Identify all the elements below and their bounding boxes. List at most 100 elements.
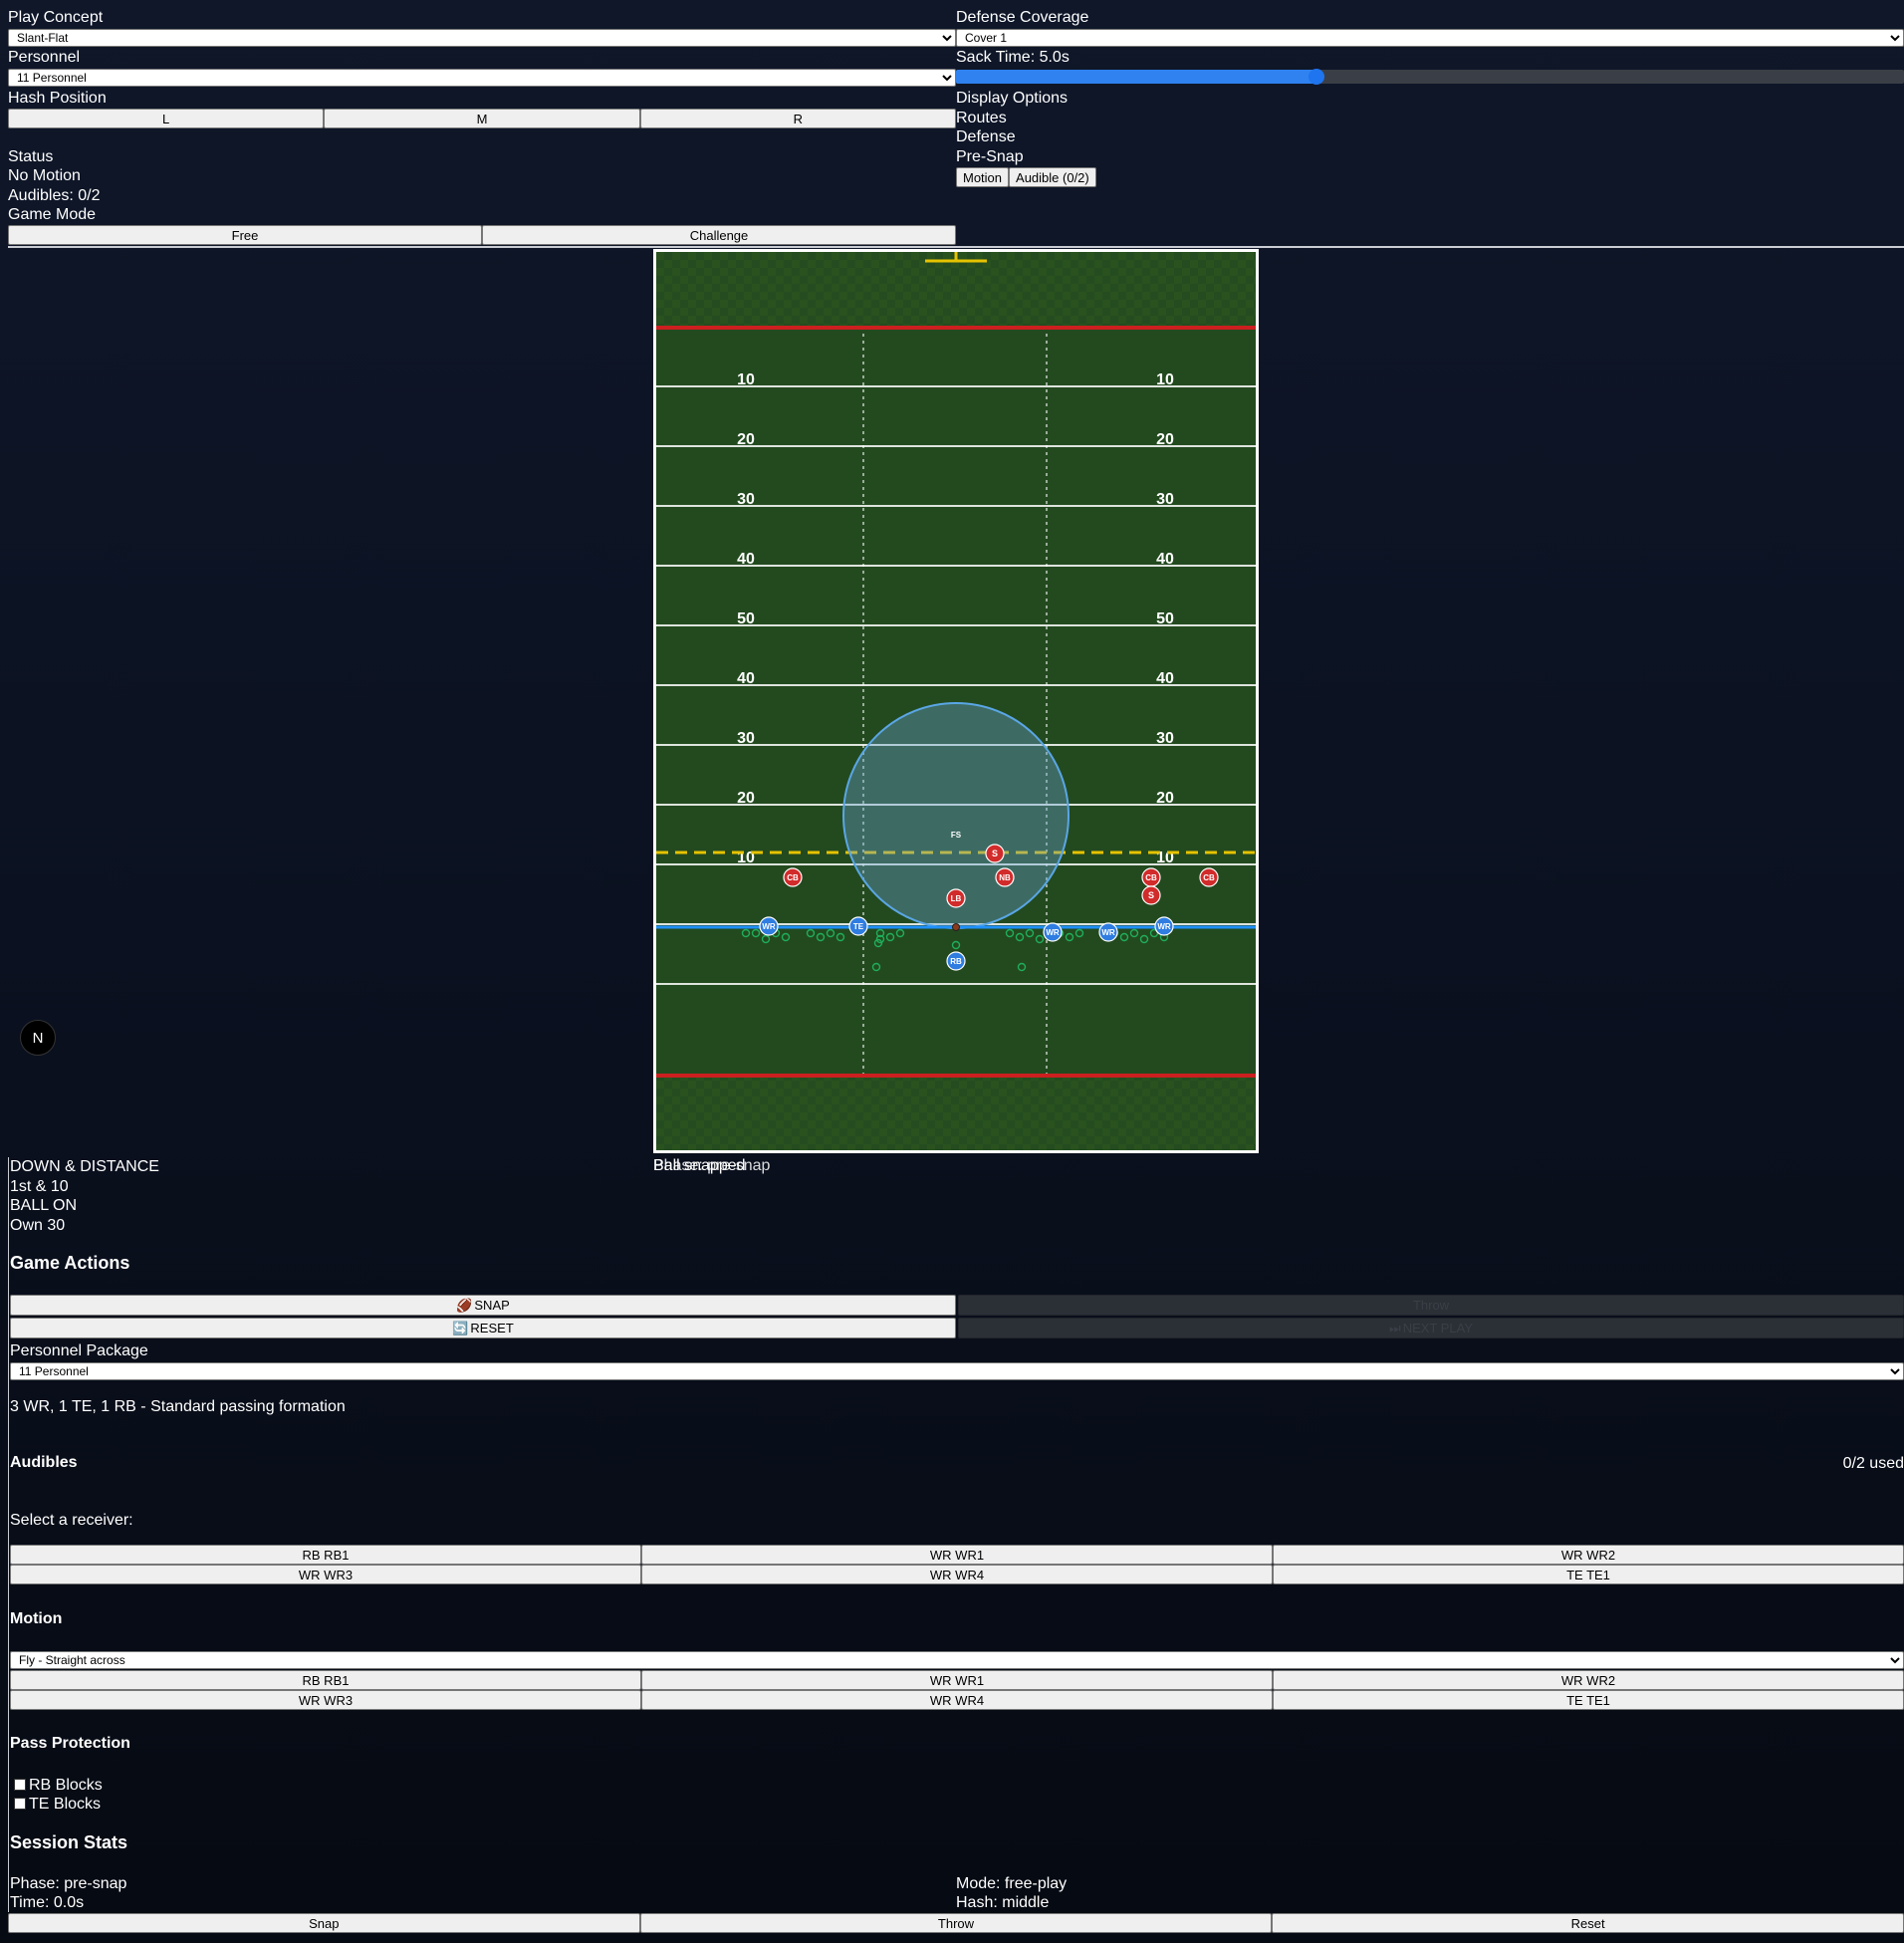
route-marker [1139,934,1149,944]
play-concept-select[interactable]: Slant-Flat [8,29,956,47]
offense-player-wr[interactable]: WR [1043,922,1063,942]
rb-blocks-checkbox[interactable] [14,1779,26,1791]
audible-button[interactable]: Audible (0/2) [1009,167,1096,187]
motion-receiver-wr3[interactable]: WR WR3 [10,1690,641,1710]
defense-player-s[interactable]: S [985,844,1005,863]
offense-player-rb[interactable]: RB [946,951,966,971]
hash-mark [862,843,864,846]
hash-mark [1046,787,1048,790]
stats-snap-button[interactable]: Snap [8,1913,640,1933]
hash-mark [862,480,864,483]
te-blocks-checkbox[interactable] [14,1798,26,1810]
audible-receiver-wr3[interactable]: WR WR3 [10,1565,641,1584]
hash-mark [862,382,864,385]
hash-mark [1046,557,1048,560]
defense-player-lb[interactable]: LB [946,888,966,908]
hash-mark [862,445,864,448]
motion-type-select[interactable]: Fly - Straight across [10,1651,1904,1669]
hash-mark [1046,473,1048,476]
stats-throw-button[interactable]: Throw [639,1913,1273,1933]
hash-mark [862,738,864,741]
motion-button[interactable]: Motion [956,167,1010,187]
hash-mark [1046,501,1048,504]
hash-mark [1046,940,1048,943]
hash-mark [862,982,864,985]
hash-mark [1046,801,1048,804]
defense-player-fs[interactable]: FS [951,831,962,840]
offense-player-wr[interactable]: WR [1154,916,1174,936]
hash-right-button[interactable]: R [639,109,956,128]
hash-mark [1046,599,1048,602]
hash-mark [862,1010,864,1013]
motion-receiver-wr2[interactable]: WR WR2 [1273,1670,1904,1690]
throw-button[interactable]: Throw [958,1295,1904,1316]
svg-text:WR: WR [1046,928,1060,937]
hash-mark [862,396,864,399]
snap-button[interactable]: 🏈 SNAP [10,1295,956,1316]
hash-mark [1046,362,1048,364]
audible-receiver-te1[interactable]: TE TE1 [1273,1565,1904,1584]
motion-receiver-rb1[interactable]: RB RB1 [10,1670,641,1690]
hash-mark [862,410,864,413]
next-play-button[interactable]: ⏭ NEXT PLAY [958,1318,1904,1338]
route-marker [875,928,885,938]
hash-left-button[interactable]: L [8,109,325,128]
football-field[interactable]: 10 10 20 20 30 30 40 40 50 50 40 40 30 30 20 20 10 10 WR T… [653,249,1259,1153]
rb-blocks-option[interactable]: RB Blocks [14,1776,103,1795]
stats-reset-button[interactable]: Reset [1272,1913,1904,1933]
defense-player-s[interactable]: S [1141,885,1161,905]
reset-button[interactable]: 🔄 RESET [10,1318,956,1338]
audible-receiver-wr4[interactable]: WR WR4 [641,1565,1273,1584]
hash-mark [862,452,864,455]
nav-n-icon[interactable]: N [20,1020,56,1056]
hash-mark [862,822,864,825]
mode-challenge-button[interactable]: Challenge [482,225,956,245]
mode-free-button[interactable]: Free [8,225,482,245]
nav-n-icon-label: N [32,1029,44,1047]
audible-receiver-rb1[interactable]: RB RB1 [10,1545,641,1565]
down-distance-value: 1st & 10 [10,1178,69,1195]
defense-player-cb[interactable]: CB [1141,867,1161,887]
hash-mark [862,557,864,560]
te-blocks-option[interactable]: TE Blocks [14,1795,101,1814]
hash-mark [862,585,864,588]
reset-icon: 🔄 [452,1320,469,1336]
sack-time-thumb[interactable] [1308,69,1324,85]
hash-mark [862,836,864,839]
defense-player-cb[interactable]: CB [783,867,803,887]
offense-player-wr[interactable]: WR [759,916,779,936]
audible-receiver-wr2[interactable]: WR WR2 [1273,1545,1904,1565]
display-option-routes[interactable]: Routes [956,110,1007,126]
hash-mark [862,815,864,818]
hash-mark [862,961,864,964]
display-option-defense[interactable]: Defense [956,128,1016,145]
defense-player-cb[interactable]: CB [1199,867,1219,887]
hash-mark [1046,975,1048,978]
offense-player-te[interactable]: TE [848,916,868,936]
hash-mark [862,529,864,532]
offense-player-wr[interactable]: WR [1098,922,1118,942]
hash-mark [862,1045,864,1048]
hash-mark [862,940,864,943]
motion-receiver-te1[interactable]: TE TE1 [1273,1690,1904,1710]
defense-coverage-select[interactable]: Cover 1 [956,29,1904,47]
hash-mark [862,933,864,936]
south-endzone [656,1076,1256,1150]
hash-mark [1046,759,1048,762]
personnel-package-select[interactable]: 11 Personnel [10,1362,1904,1380]
hash-mark [862,675,864,678]
hash-middle-button[interactable]: M [324,109,640,128]
motion-receiver-wr4[interactable]: WR WR4 [641,1690,1273,1710]
defense-player-nb[interactable]: NB [995,867,1015,887]
motion-receiver-wr1[interactable]: WR WR1 [641,1670,1273,1690]
hash-mark [862,703,864,706]
hash-mark [862,543,864,546]
personnel-select[interactable]: 11 Personnel [8,69,956,87]
sack-time-slider[interactable] [956,69,1904,85]
display-option-presnap[interactable]: Pre-Snap [956,148,1024,165]
presnap-buttons: Motion Audible (0/2) [956,167,1096,187]
audible-receiver-wr1[interactable]: WR WR1 [641,1545,1273,1565]
yard-line [656,385,1256,387]
hash-mark [1046,396,1048,399]
route-marker [1129,928,1139,938]
